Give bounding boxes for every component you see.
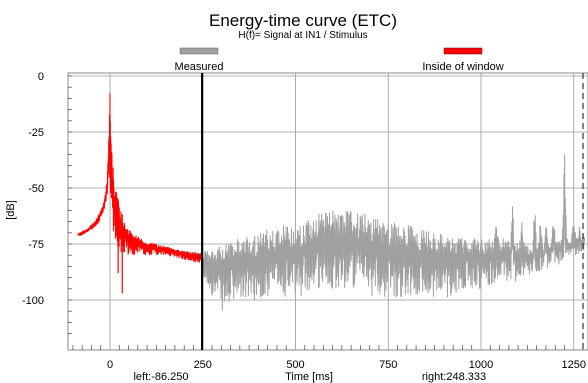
measured-series-line [201, 154, 586, 311]
y-axis-label: [dB] [5, 200, 17, 220]
plot-frame [67, 72, 588, 351]
legend-label-measured: Measured [175, 61, 224, 73]
x-axis-label: Time [ms] [285, 371, 333, 383]
x-tick-label: 750 [379, 359, 397, 371]
plot-area: 0 250 500 750 1000 1250 0 -25 -50 -75 -100 [22, 71, 588, 371]
chart-subtitle: H(f)= Signal at IN1 / Stimulus [238, 30, 367, 41]
window-left-label: left:-86.250 [133, 371, 188, 383]
y-tick-label: 0 [38, 71, 44, 83]
legend: Measured Inside of window [175, 47, 504, 73]
x-tick-label: 0 [107, 359, 113, 371]
window-series-line [77, 92, 203, 263]
x-tick-label: 250 [194, 359, 212, 371]
window-right-label: right:248.333 [422, 371, 486, 383]
x-tick-label: 1000 [469, 359, 493, 371]
y-tick-label: -100 [22, 295, 44, 307]
y-tick-label: -25 [28, 127, 44, 139]
legend-label-window: Inside of window [422, 61, 503, 73]
y-tick-label: -50 [28, 183, 44, 195]
legend-swatch-measured [179, 47, 219, 55]
x-tick-label: 500 [286, 359, 304, 371]
x-tick-label: 1250 [562, 359, 586, 371]
y-tick-label: -75 [28, 239, 44, 251]
chart-title: Energy-time curve (ETC) [209, 11, 397, 30]
legend-swatch-window [443, 47, 483, 55]
